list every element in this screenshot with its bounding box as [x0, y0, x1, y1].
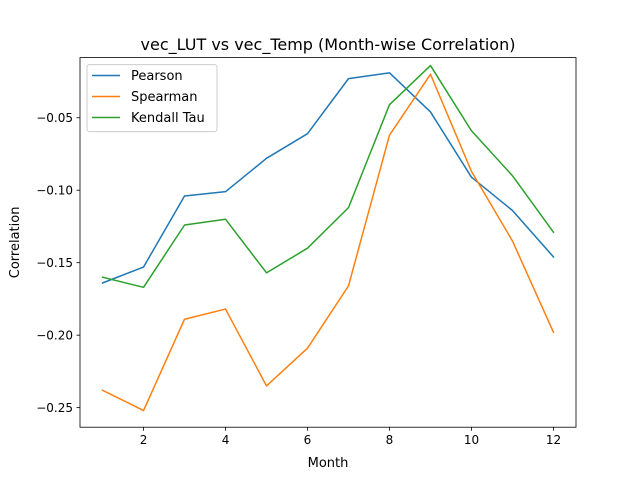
x-tick-label: 4 — [222, 433, 230, 447]
legend-frame — [86, 64, 218, 133]
plot-area-frame — [79, 57, 577, 428]
legend-items: Pearson Spearman Kendall Tau — [92, 69, 205, 126]
x-tick-label: 2 — [140, 433, 148, 447]
y-tick-label: −0.20 — [36, 328, 73, 342]
legend: Pearson Spearman Kendall Tau — [86, 64, 218, 133]
y-tick-label: −0.25 — [36, 401, 73, 415]
x-axis-ticks: 2 4 6 8 10 12 — [140, 427, 561, 447]
legend-label-spearman: Spearman — [131, 90, 197, 105]
legend-label-kendall-tau: Kendall Tau — [131, 111, 205, 126]
y-axis-label: Correlation — [8, 207, 23, 279]
y-tick-label: −0.10 — [36, 184, 73, 198]
series-layer — [101, 64, 555, 412]
x-axis-label: Month — [308, 456, 349, 471]
y-axis-ticks: −0.25 −0.20 −0.15 −0.10 −0.05 — [36, 111, 80, 415]
chart-title: vec_LUT vs vec_Temp (Month-wise Correlat… — [141, 35, 516, 55]
series-line-spearman — [101, 73, 555, 412]
x-tick-label: 12 — [546, 433, 561, 447]
x-tick-label: 8 — [386, 433, 394, 447]
x-tick-label: 6 — [304, 433, 312, 447]
y-tick-label: −0.05 — [36, 111, 73, 125]
y-tick-label: −0.15 — [36, 256, 73, 270]
x-tick-label: 10 — [464, 433, 479, 447]
series-line-kendall-tau — [101, 64, 555, 289]
legend-label-pearson: Pearson — [131, 69, 183, 84]
